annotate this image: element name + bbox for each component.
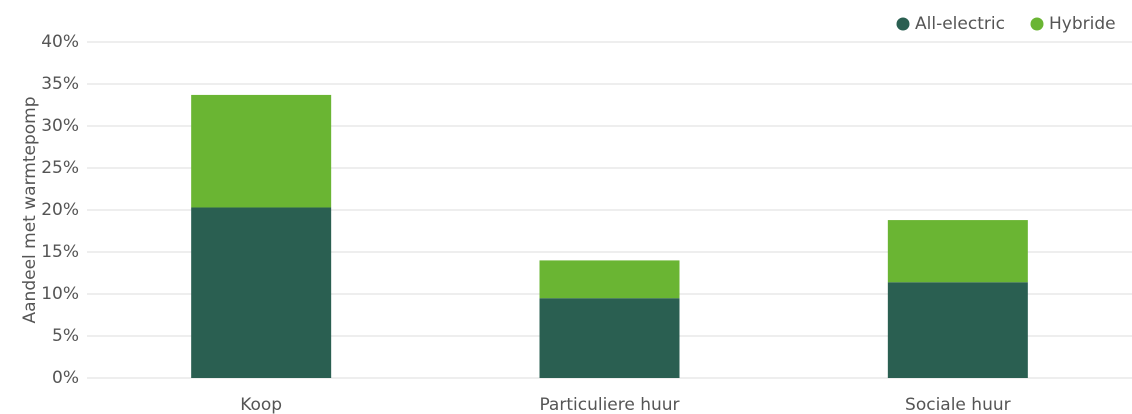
bar-segment: [539, 260, 680, 299]
x-tick-label: Particuliere huur: [539, 395, 679, 414]
bar-segment: [887, 282, 1028, 378]
bar-segment: [191, 207, 332, 378]
y-tick-label: 0%: [52, 368, 79, 388]
legend-label: All-electric: [915, 14, 1005, 34]
y-tick-label: 5%: [52, 326, 79, 346]
y-tick-label: 15%: [41, 242, 79, 262]
y-axis-label: Aandeel met warmtepomp: [20, 97, 40, 324]
y-tick-label: 40%: [41, 32, 79, 52]
y-tick-label: 35%: [41, 74, 79, 94]
bar-segment: [887, 220, 1028, 283]
y-tick-label: 30%: [41, 116, 79, 136]
y-tick-label: 10%: [41, 284, 79, 304]
legend-swatch: [1030, 17, 1044, 31]
legend-label: Hybride: [1049, 14, 1116, 34]
bar-segment: [539, 298, 680, 378]
legend-swatch: [896, 17, 910, 31]
bar-segment: [191, 94, 332, 208]
y-tick-label: 25%: [41, 158, 79, 178]
x-tick-label: Koop: [240, 395, 282, 414]
x-tick-label: Sociale huur: [905, 395, 1011, 414]
y-tick-label: 20%: [41, 200, 79, 220]
